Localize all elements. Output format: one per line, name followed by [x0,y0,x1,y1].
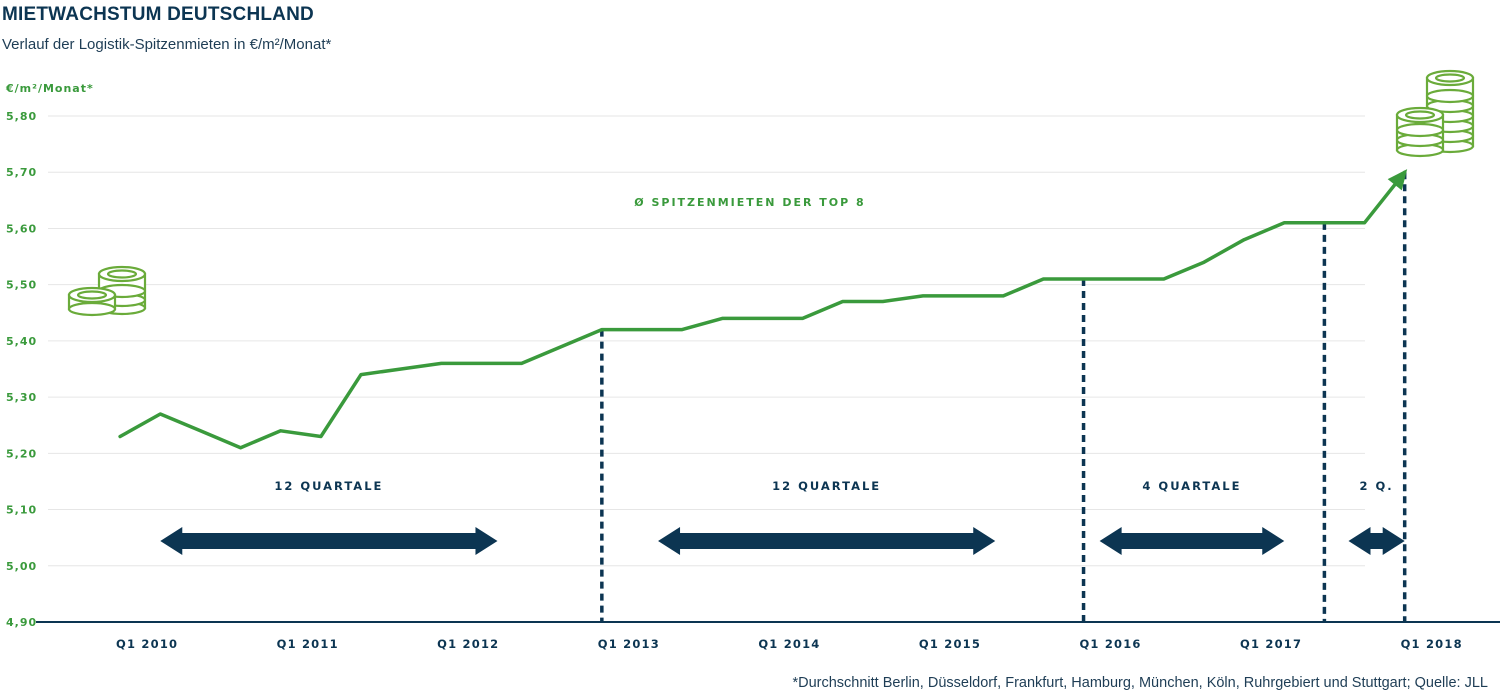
coin-stack-small-icon [67,265,147,317]
y-tick-label: 5,50 [6,279,37,292]
series-line [118,170,1407,450]
source-footnote: *Durchschnitt Berlin, Düsseldorf, Frankf… [792,675,1488,691]
y-tick-label: 5,80 [6,110,37,123]
y-tick-label: 5,00 [6,560,37,573]
period-label: 2 Q. [1360,479,1394,493]
double-arrow-icon [160,527,498,555]
period-label: 4 QUARTALE [1142,479,1241,493]
chart-subtitle: Verlauf der Logistik-Spitzenmieten in €/… [2,36,332,53]
y-tick-label: 4,90 [6,616,37,629]
period-label: 12 QUARTALE [274,479,383,493]
double-arrow-icon [658,527,996,555]
y-tick-label: 5,20 [6,447,37,460]
y-tick-label: 5,40 [6,335,37,348]
y-tick-label: 5,70 [6,166,37,179]
x-tick-label: Q1 2012 [437,637,499,651]
x-tick-label: Q1 2013 [598,637,660,651]
x-tick-label: Q1 2010 [116,637,178,651]
y-tick-label: 5,30 [6,391,37,404]
trend-arrow-head [1387,169,1408,191]
double-arrow-icon [1099,527,1285,555]
chart-title: MIETWACHSTUM DEUTSCHLAND [2,4,314,25]
double-arrow-icon [1348,527,1405,555]
coin-stack-large-icon [1395,69,1475,158]
x-tick-label: Q1 2014 [758,637,820,651]
y-tick-label: 5,60 [6,222,37,235]
y-axis-label: €/m²/Monat* [5,82,94,95]
x-tick-label: Q1 2011 [277,637,339,651]
y-tick-label: 5,10 [6,504,37,517]
x-tick-label: Q1 2017 [1240,637,1302,651]
series-annotation: Ø SPITZENMIETEN DER TOP 8 [634,196,865,209]
period-label: 12 QUARTALE [772,479,881,493]
x-tick-label: Q1 2015 [919,637,981,651]
x-tick-label: Q1 2018 [1401,637,1463,651]
x-tick-label: Q1 2016 [1079,637,1141,651]
